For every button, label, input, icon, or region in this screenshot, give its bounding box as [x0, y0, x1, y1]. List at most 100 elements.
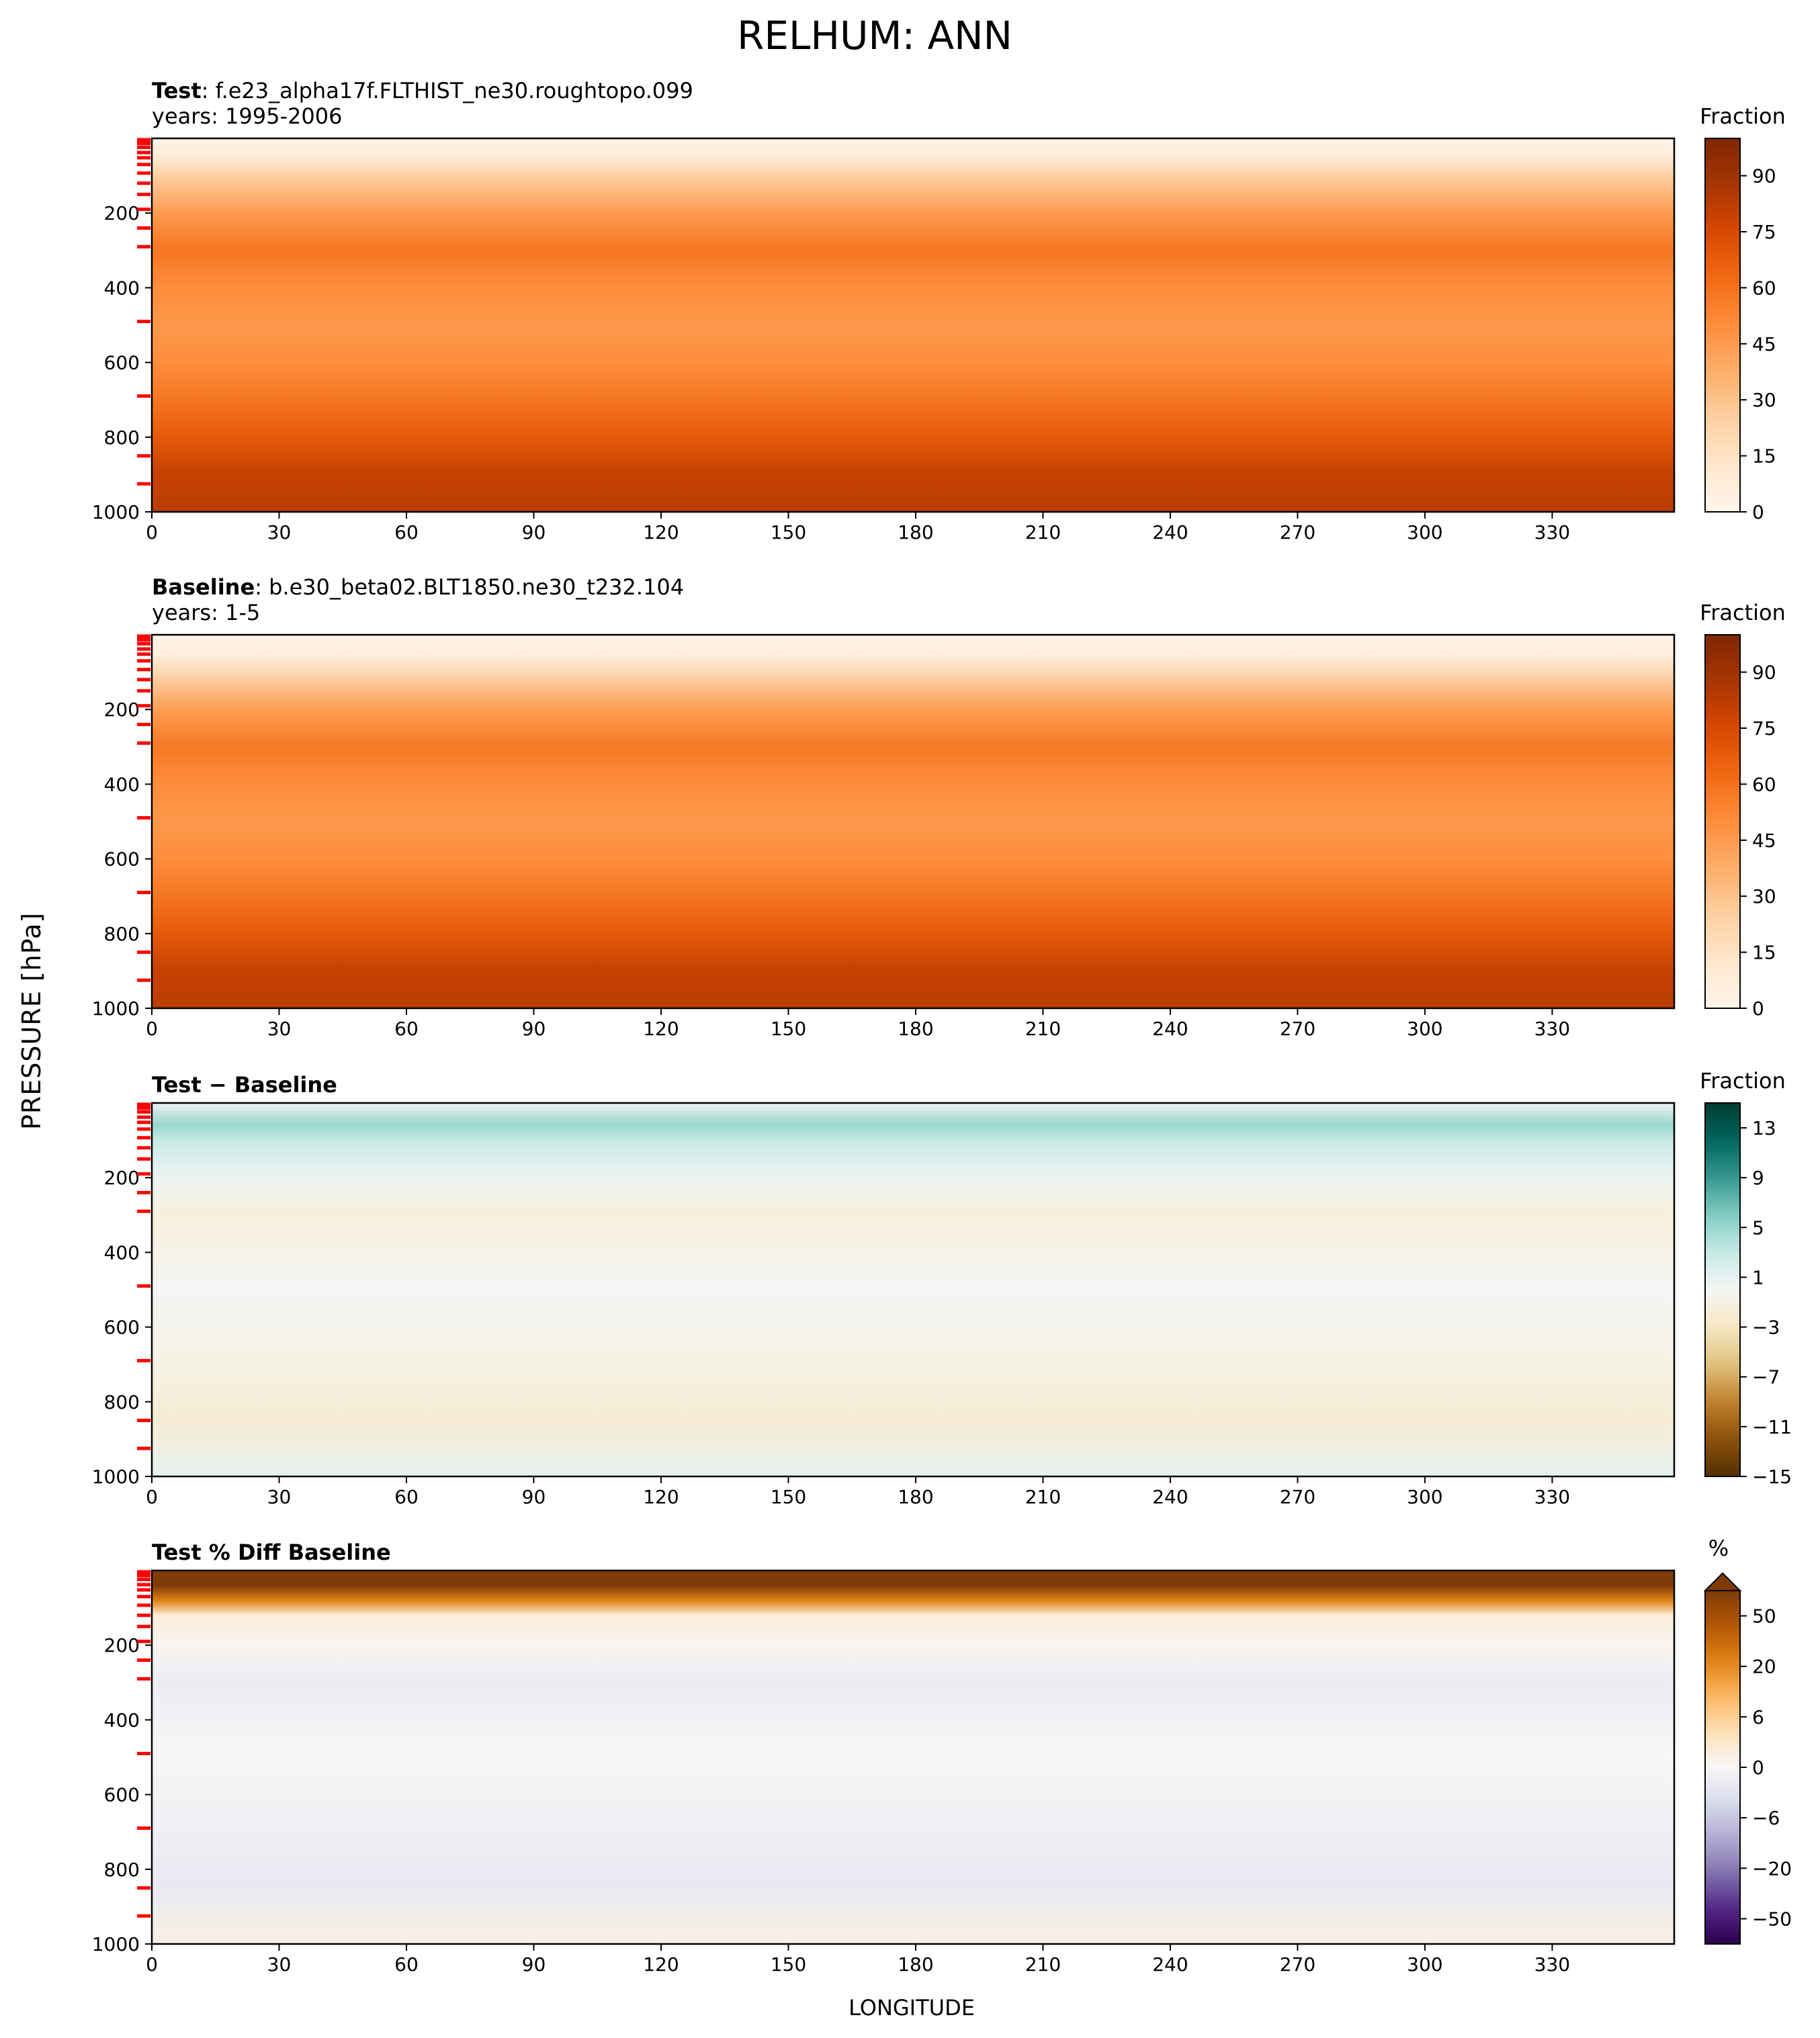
- plot-frame: [150, 633, 1676, 1010]
- x-tick-label: 0: [146, 1018, 158, 1040]
- x-tick-label: 330: [1534, 1953, 1570, 1976]
- colorbar-tick-label: 45: [1752, 830, 1776, 852]
- x-tick-label: 30: [267, 1486, 292, 1508]
- colorbar-tick-label: −3: [1752, 1317, 1780, 1339]
- y-tick-label: 1000: [92, 998, 140, 1020]
- x-tick-label: 240: [1152, 521, 1188, 543]
- panel-title-case: : f.e23_alpha17f.FLTHIST_ne30.roughtopo.…: [202, 78, 693, 103]
- x-tick-label: 90: [522, 1953, 546, 1976]
- x-tick-label: 30: [267, 1953, 292, 1976]
- colorbar-label: Fraction: [1700, 103, 1786, 129]
- x-tick-label: 90: [522, 521, 546, 543]
- colorbar: [1704, 1590, 1741, 1945]
- plot-frame: [150, 1102, 1676, 1478]
- colorbar-tick-label: 15: [1752, 942, 1776, 964]
- colorbar-tick-label: 60: [1752, 773, 1776, 795]
- y-tick-label: 800: [104, 1859, 140, 1881]
- x-tick-label: 120: [643, 1018, 679, 1040]
- x-tick-label: 60: [394, 1486, 419, 1508]
- x-tick-label: 240: [1152, 1953, 1188, 1976]
- x-tick-label: 180: [898, 1953, 933, 1976]
- colorbar-tick-label: 13: [1752, 1117, 1776, 1139]
- x-tick-label: 270: [1280, 1953, 1315, 1976]
- contour-field: [152, 138, 1674, 512]
- x-tick-label: 150: [771, 521, 806, 543]
- y-tick-label: 800: [104, 923, 140, 945]
- y-tick-label: 800: [104, 1391, 140, 1413]
- colorbar-tick-label: 75: [1752, 717, 1776, 740]
- colorbar: [1704, 634, 1741, 1009]
- y-tick-label: 600: [104, 352, 140, 374]
- panel-title-bold: Test: [152, 78, 202, 103]
- x-tick-label: 150: [771, 1018, 806, 1040]
- y-tick-label: 400: [104, 277, 140, 299]
- colorbar-tick-label: 45: [1752, 333, 1776, 355]
- panel-subtitle: years: 1995-2006: [152, 103, 342, 129]
- x-tick-label: 120: [643, 521, 679, 543]
- x-tick-label: 210: [1025, 521, 1061, 543]
- x-tick-label: 270: [1280, 1018, 1315, 1040]
- y-axis-label: PRESSURE [hPa]: [17, 912, 46, 1130]
- colorbar-tick-label: 0: [1752, 501, 1764, 523]
- colorbar-tick-label: −50: [1752, 1908, 1792, 1930]
- colorbar-tick-label: 1: [1752, 1266, 1764, 1288]
- colorbar-tick-label: 90: [1752, 662, 1776, 684]
- x-tick-label: 120: [643, 1953, 679, 1976]
- colorbar-tick-label: −7: [1752, 1366, 1780, 1388]
- x-tick-label: 0: [146, 521, 158, 543]
- x-tick-label: 30: [267, 1018, 292, 1040]
- x-tick-label: 240: [1152, 1018, 1188, 1040]
- x-tick-label: 210: [1025, 1486, 1061, 1508]
- panel-title-bold: Test − Baseline: [152, 1072, 337, 1098]
- panel-subtitle: years: 1-5: [152, 600, 260, 625]
- x-tick-label: 0: [146, 1953, 158, 1976]
- y-tick-label: 400: [104, 1241, 140, 1264]
- x-tick-label: 330: [1534, 521, 1570, 543]
- x-tick-label: 180: [898, 1018, 933, 1040]
- panel-title: Test − Baseline: [152, 1072, 337, 1098]
- x-axis-label: LONGITUDE: [849, 1995, 975, 2021]
- panel-title-bold: Test % Diff Baseline: [152, 1540, 391, 1565]
- colorbar-label: Fraction: [1700, 600, 1786, 625]
- plot-frame: [150, 137, 1676, 513]
- colorbar-tick-label: 30: [1752, 389, 1776, 411]
- x-tick-label: 300: [1407, 1953, 1442, 1976]
- colorbar-tick-label: 20: [1752, 1656, 1776, 1678]
- panel-title-case: : b.e30_beta02.BLT1850.ne30_t232.104: [255, 574, 684, 600]
- x-tick-label: 180: [898, 521, 933, 543]
- contour-field: [152, 1103, 1674, 1476]
- x-tick-label: 60: [394, 1953, 419, 1976]
- x-tick-label: 90: [522, 1018, 546, 1040]
- y-tick-label: 200: [104, 202, 140, 224]
- x-tick-label: 300: [1407, 1018, 1442, 1040]
- colorbar-tick-label: 6: [1752, 1706, 1764, 1728]
- x-tick-label: 210: [1025, 1018, 1061, 1040]
- colorbar-tick-label: 5: [1752, 1216, 1764, 1239]
- panel-title: Test: f.e23_alpha17f.FLTHIST_ne30.rought…: [152, 78, 693, 103]
- colorbar: [1704, 138, 1741, 513]
- figure-title: RELHUM: ANN: [737, 13, 1012, 58]
- x-tick-label: 150: [771, 1486, 806, 1508]
- y-tick-label: 200: [104, 1634, 140, 1656]
- y-tick-label: 1000: [92, 1466, 140, 1488]
- contour-field: [152, 635, 1674, 1008]
- colorbar-tick-label: −15: [1752, 1466, 1792, 1488]
- x-tick-label: 300: [1407, 1486, 1442, 1508]
- colorbar-label: %: [1708, 1536, 1729, 1561]
- x-tick-label: 210: [1025, 1953, 1061, 1976]
- panel-title: Test % Diff Baseline: [152, 1540, 391, 1565]
- colorbar-label: Fraction: [1700, 1068, 1786, 1094]
- x-tick-label: 330: [1534, 1486, 1570, 1508]
- colorbar: [1704, 1102, 1741, 1477]
- x-tick-label: 90: [522, 1486, 546, 1508]
- y-tick-label: 800: [104, 427, 140, 449]
- colorbar-extend-arrow: [1703, 1572, 1742, 1591]
- y-tick-label: 600: [104, 848, 140, 871]
- x-tick-label: 270: [1280, 1486, 1315, 1508]
- x-tick-label: 30: [267, 521, 292, 543]
- x-tick-label: 330: [1534, 1018, 1570, 1040]
- panel-title-bold: Baseline: [152, 574, 255, 600]
- plot-frame: [150, 1569, 1676, 1945]
- x-tick-label: 240: [1152, 1486, 1188, 1508]
